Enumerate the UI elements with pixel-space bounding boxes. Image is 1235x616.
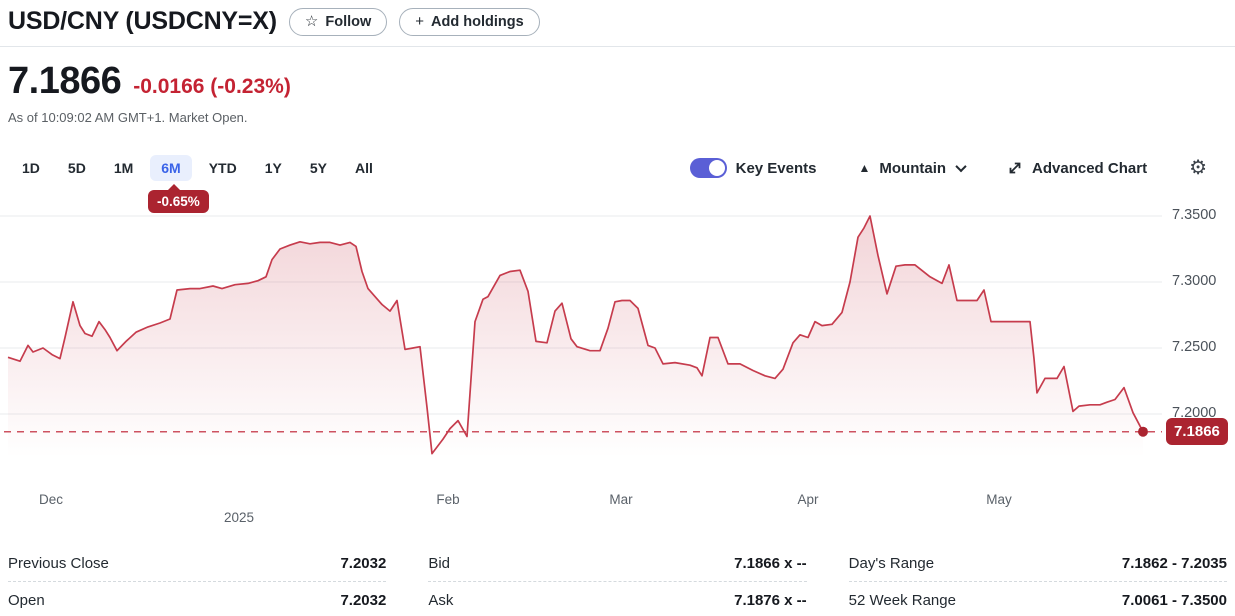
expand-arrows-icon (1009, 162, 1021, 174)
stat-label: Open (8, 592, 45, 609)
x-axis-tick-label: Mar (609, 492, 633, 507)
range-tabs: 1D 5D 1M 6M YTD 1Y 5Y All (11, 155, 384, 181)
stat-open: Open 7.2032 (8, 582, 386, 616)
tab-all[interactable]: All (354, 160, 373, 176)
tab-ytd[interactable]: YTD (208, 160, 237, 176)
symbol-header: USD/CNY (USDCNY=X) ☆ Follow + Add holdin… (0, 0, 1235, 47)
x-axis-tick-label: Apr (797, 492, 819, 507)
stat-label: 52 Week Range (848, 592, 956, 609)
as-of-text: As of 10:09:02 AM GMT+1. Market Open. (8, 110, 248, 125)
y-axis-tick-label: 7.2000 (1172, 405, 1217, 422)
stat-52wk-range: 52 Week Range 7.0061 - 7.3500 (849, 582, 1227, 616)
stat-previous-close: Previous Close 7.2032 (8, 545, 387, 582)
stat-value: 7.1876 x -- (734, 592, 807, 609)
chart-type-label: Mountain (879, 159, 947, 177)
current-price-badge: 7.1866 (1166, 417, 1228, 445)
price-chart-svg[interactable] (0, 194, 1162, 484)
mountain-icon: ▲ (858, 161, 871, 175)
stats-column-2: Bid 7.1866 x -- Ask 7.1876 x -- (428, 545, 807, 616)
x-axis-tick-label: 2025 (223, 510, 255, 525)
stat-value: 7.1862 - 7.2035 (1121, 555, 1227, 572)
toggle-knob (708, 160, 725, 176)
stats-column-1: Previous Close 7.2032 Open 7.2032 (8, 545, 387, 616)
tab-5y[interactable]: 5Y (309, 160, 327, 176)
tab-1m[interactable]: 1M (113, 160, 134, 176)
chevron-down-icon (955, 160, 967, 173)
y-axis-tick-label: 7.3500 (1172, 207, 1217, 224)
advanced-chart-button[interactable]: Advanced Chart (1007, 160, 1147, 177)
tab-5d[interactable]: 5D (67, 160, 86, 176)
stat-value: 7.2032 (340, 555, 387, 572)
stat-label: Bid (428, 555, 451, 572)
stat-label: Ask (428, 592, 454, 609)
x-axis-tick-label: May (986, 492, 1012, 507)
stats-column-3: Day's Range 7.1862 - 7.2035 52 Week Rang… (848, 545, 1227, 616)
add-holdings-label: Add holdings (431, 13, 524, 30)
current-price: 7.1866 (8, 60, 122, 102)
stat-ask: Ask 7.1876 x -- (428, 582, 806, 616)
x-axis-tick-label: Dec (38, 492, 64, 507)
x-axis-tick-label: Feb (436, 492, 460, 507)
chart-controls: Key Events ▲ Mountain Advanced Chart ⚙ (689, 157, 1207, 179)
tab-1d[interactable]: 1D (22, 160, 40, 176)
key-events-label: Key Events (735, 159, 817, 177)
gear-icon[interactable]: ⚙ (1189, 157, 1207, 179)
page-title: USD/CNY (USDCNY=X) (8, 7, 277, 35)
stat-bid: Bid 7.1866 x -- (428, 545, 807, 582)
range-change-badge: -0.65% (148, 184, 209, 213)
advanced-chart-label: Advanced Chart (1032, 159, 1148, 177)
chart-toolbar: 1D 5D 1M 6M YTD 1Y 5Y All -0.65% Key Eve… (0, 151, 1235, 213)
stat-value: 7.1866 x -- (734, 555, 807, 572)
y-axis-tick-label: 7.2500 (1172, 339, 1217, 356)
add-holdings-button[interactable]: + Add holdings (399, 7, 540, 36)
stat-label: Previous Close (8, 555, 109, 572)
stat-days-range: Day's Range 7.1862 - 7.2035 (848, 545, 1227, 582)
stat-label: Day's Range (848, 555, 935, 572)
follow-button[interactable]: ☆ Follow (288, 7, 388, 36)
chart-type-dropdown[interactable]: ▲ Mountain (858, 159, 967, 177)
y-axis-tick-label: 7.3000 (1172, 273, 1217, 290)
tab-6m[interactable]: 6M (150, 155, 192, 181)
stat-value: 7.2032 (340, 592, 387, 609)
quote-stats: Previous Close 7.2032 Open 7.2032 Bid 7.… (0, 545, 1235, 616)
price-change: -0.0166 (-0.23%) (133, 75, 291, 98)
star-icon: ☆ (304, 13, 319, 30)
quote-section: 7.1866 -0.0166 (-0.23%) As of 10:09:02 A… (0, 47, 1235, 125)
follow-button-label: Follow (325, 13, 372, 30)
plus-icon: + (415, 13, 425, 30)
stat-value: 7.0061 - 7.3500 (1121, 592, 1227, 609)
key-events-toggle[interactable] (689, 158, 727, 178)
key-events-control: Key Events (689, 158, 817, 178)
price-chart: 7.3500 7.3000 7.2500 7.2000 Dec 2025 Feb Mar Ap… (0, 194, 1235, 539)
tab-1y[interactable]: 1Y (264, 160, 282, 176)
